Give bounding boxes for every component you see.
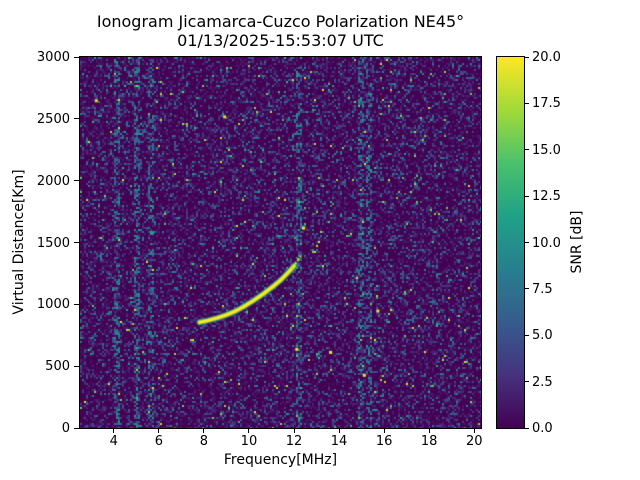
x-tick-mark [158,429,160,433]
colorbar-tick-mark [525,334,529,336]
plot-area [79,56,482,429]
y-tick-mark [74,118,79,120]
x-tick-label: 20 [465,434,483,449]
y-tick-mark [74,303,79,305]
colorbar-tick-mark [525,242,529,243]
x-tick-label: 8 [199,434,209,449]
x-tick-mark [473,429,475,433]
colorbar-tick-label: 0.0 [532,421,553,436]
y-tick-label: 2500 [36,111,70,127]
chart-subtitle: 01/13/2025-15:53:07 UTC [177,31,384,50]
colorbar-tick-label: 5.0 [532,328,553,344]
colorbar-tick-label: 12.5 [532,189,561,205]
x-tick-label: 6 [154,434,163,449]
y-tick-label: 1500 [36,235,70,251]
x-tick-mark [203,429,205,433]
colorbar-tick-label: 7.5 [532,281,553,297]
x-tick-mark [248,429,250,433]
y-tick-mark [74,56,79,58]
colorbar-tick-label: 2.5 [532,374,553,390]
x-tick-label: 16 [375,434,393,449]
y-tick-label: 500 [45,359,70,375]
colorbar-canvas [497,57,524,428]
x-tick-mark [338,429,340,433]
colorbar-tick-mark [525,381,529,383]
x-tick-label: 18 [420,434,438,449]
colorbar-tick-label: 17.5 [532,96,561,112]
y-tick-mark [74,427,79,429]
colorbar-tick-label: 20.0 [532,50,561,65]
y-tick-label: 3000 [36,50,70,65]
colorbar-tick-mark [525,56,529,58]
colorbar-tick-mark [525,427,529,429]
colorbar-tick-label: 10.0 [532,235,561,251]
colorbar-label: SNR [dB] [569,210,585,274]
y-tick-label: 0 [61,421,70,436]
x-tick-label: 10 [240,434,258,449]
x-tick-label: 14 [330,434,348,449]
heatmap-canvas [80,57,481,428]
x-tick-label: 4 [109,434,118,449]
x-tick-label: 12 [285,434,303,449]
y-tick-label: 2000 [36,173,70,189]
y-tick-mark [74,365,79,367]
x-tick-mark [428,429,430,433]
y-tick-label: 1000 [36,297,70,313]
y-tick-mark [74,180,79,182]
colorbar [496,56,525,429]
x-tick-mark [113,429,115,433]
chart-title: Ionogram Jicamarca-Cuzco Polarization NE… [96,12,465,31]
colorbar-tick-mark [525,102,529,104]
x-tick-mark [293,429,295,433]
chart-title-block: Ionogram Jicamarca-Cuzco Polarization NE… [80,12,481,50]
x-axis-label: Frequency[MHz] [223,452,338,468]
x-tick-mark [383,429,385,433]
colorbar-tick-mark [525,288,529,290]
colorbar-tick-mark [525,195,529,197]
colorbar-tick-mark [525,149,529,151]
y-tick-mark [74,242,79,243]
colorbar-tick-label: 15.0 [532,142,561,158]
